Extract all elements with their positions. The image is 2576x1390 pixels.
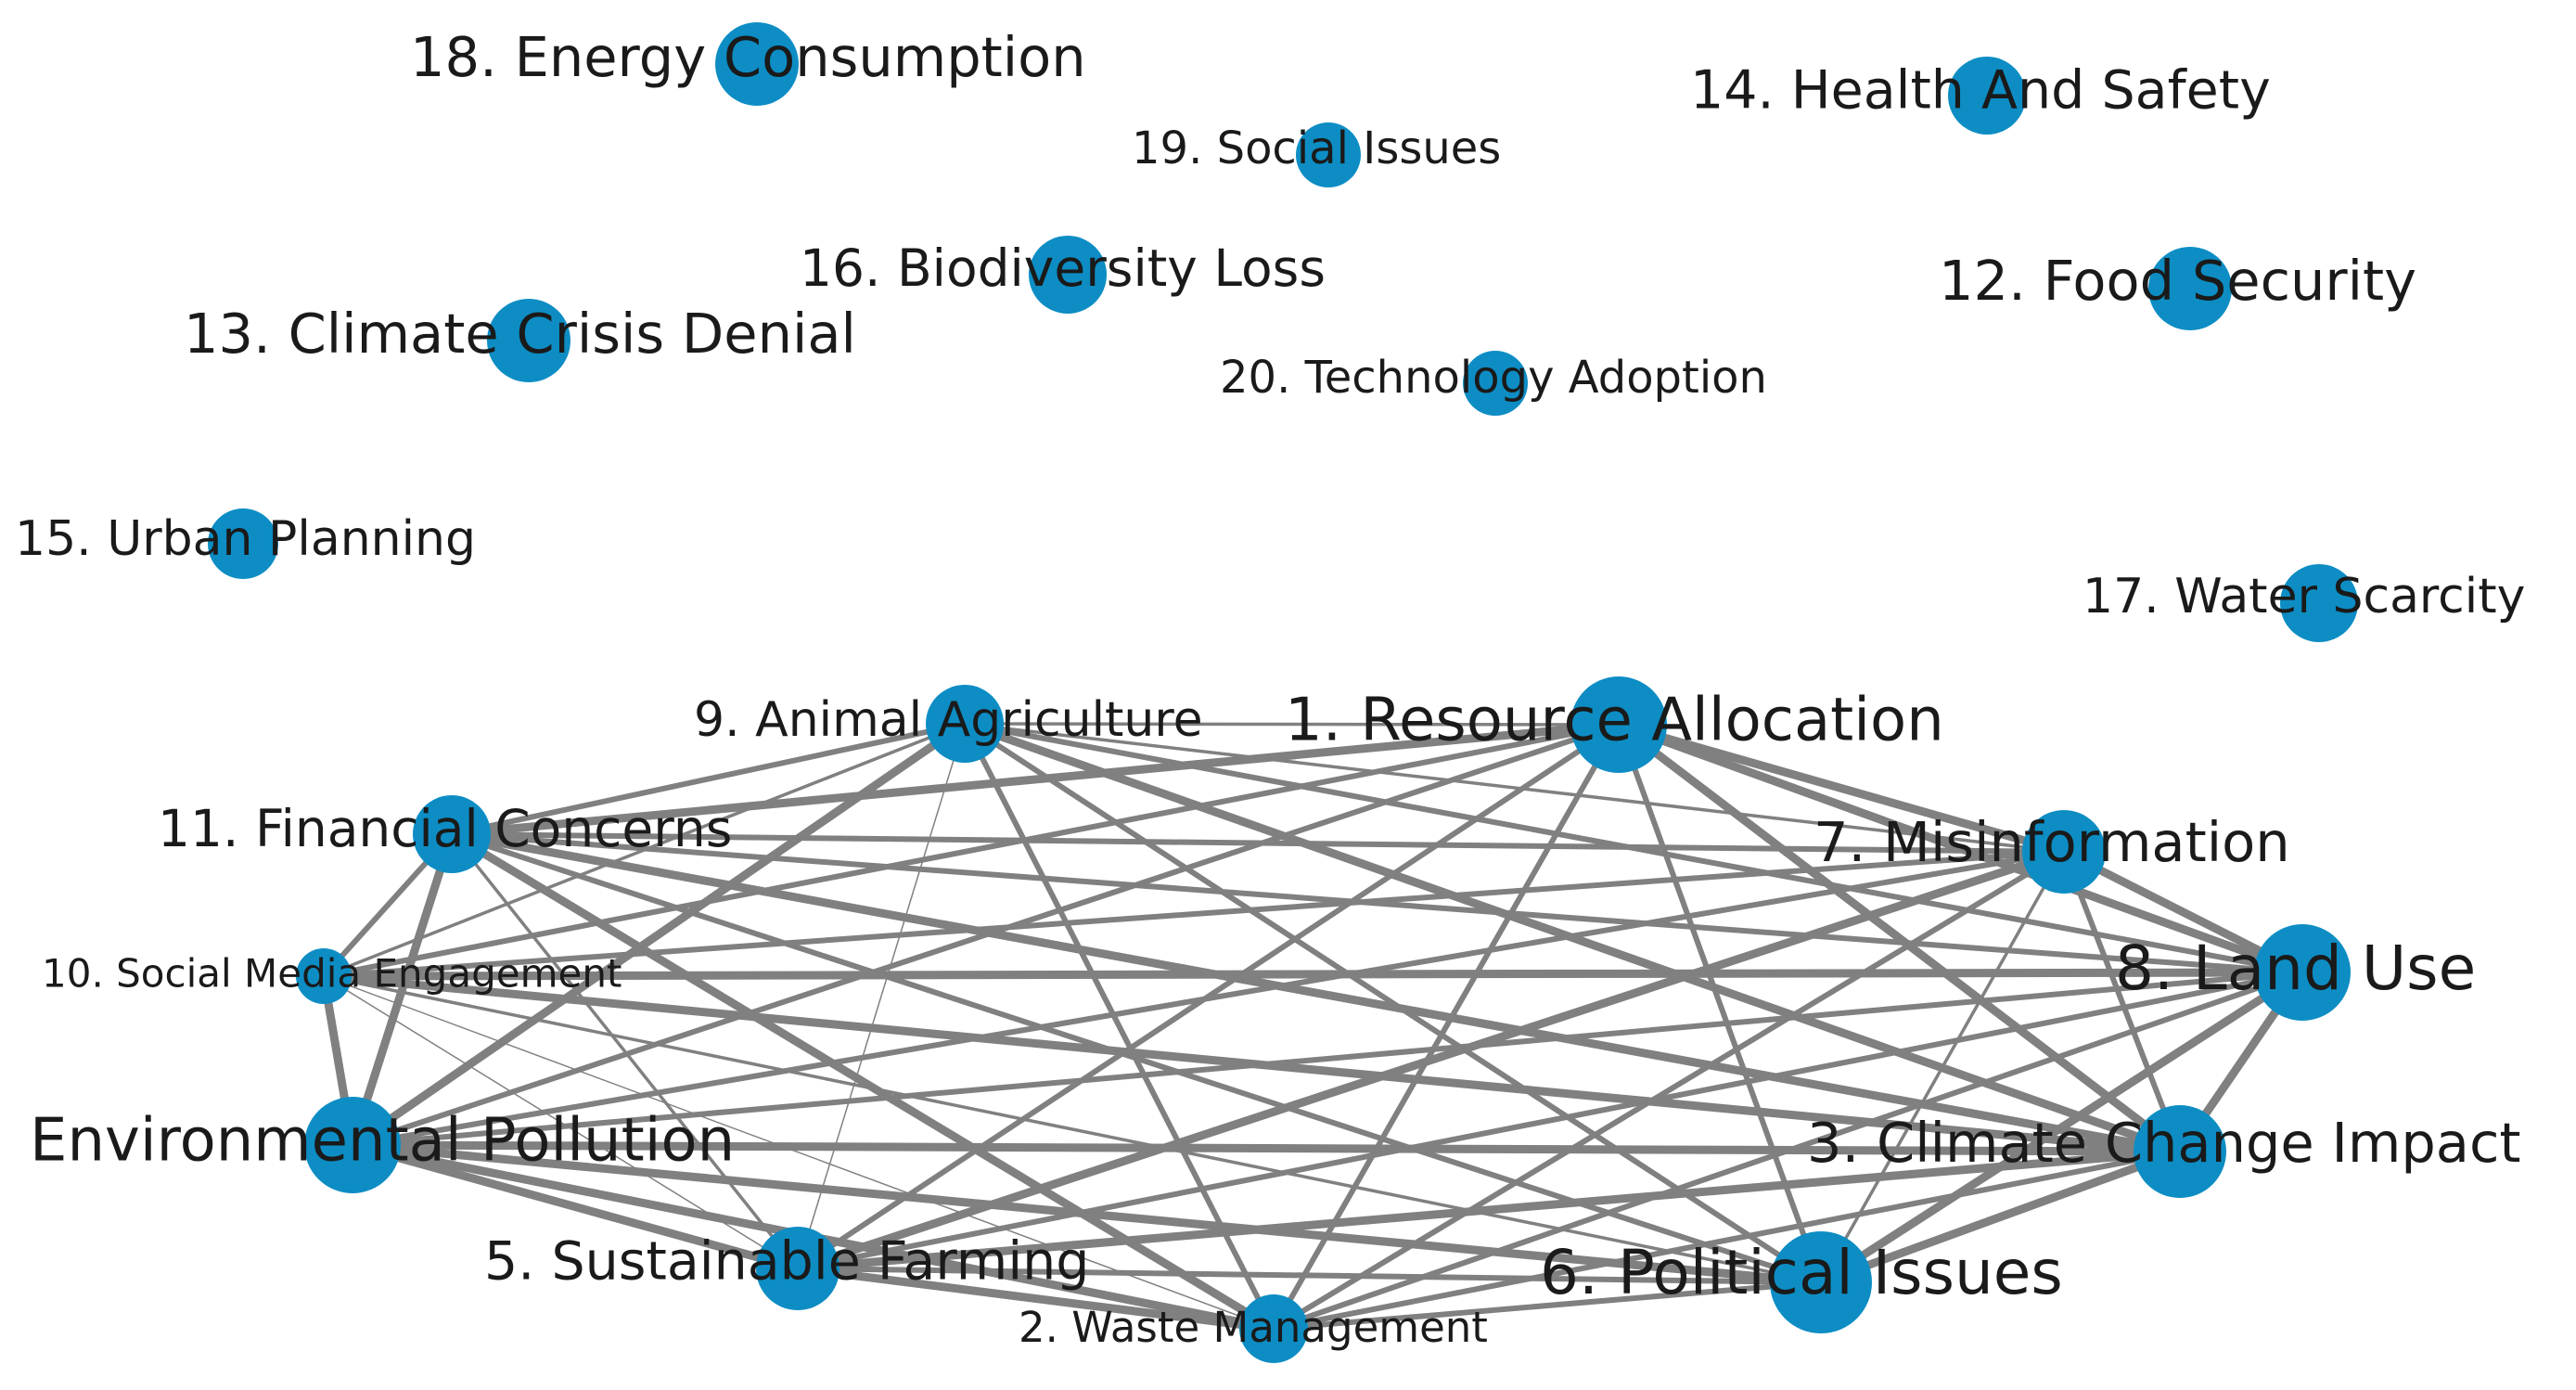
edge-4-5 — [348, 1140, 802, 1273]
node-15 — [208, 508, 278, 579]
edge-3-5 — [793, 1147, 2185, 1273]
node-8 — [2254, 924, 2351, 1021]
node-4 — [304, 1097, 401, 1193]
node-12 — [2148, 247, 2232, 330]
label-layer: 1. Resource Allocation 2. Waste Managemen… — [15, 25, 2525, 1352]
edge-6-11 — [449, 831, 1824, 1285]
node-13 — [487, 299, 570, 382]
node-label-14: 14. Health And Safety — [1690, 60, 2271, 122]
node-19 — [1296, 122, 1361, 187]
node-label-18: 18. Energy Consumption — [410, 25, 1086, 89]
node-1 — [1570, 676, 1667, 773]
edge-1-3 — [1614, 720, 2185, 1156]
node-label-11: 11. Financial Concerns — [158, 799, 732, 858]
node-2 — [1239, 1294, 1308, 1363]
edge-6-9 — [962, 721, 1824, 1285]
node-label-1: 1. Resource Allocation — [1285, 687, 1944, 755]
node-label-7: 7. Misinformation — [1813, 810, 2290, 874]
edge-5-9 — [797, 723, 966, 1269]
edge-1-11 — [447, 720, 1623, 839]
edge-1-2 — [1271, 722, 1621, 1332]
edge-5-8 — [795, 970, 2305, 1271]
node-17 — [2280, 564, 2358, 642]
edge-2-11 — [447, 830, 1278, 1333]
node-label-2: 2. Waste Management — [1019, 1303, 1488, 1352]
node-label-17: 17. Water Scarcity — [2083, 569, 2525, 624]
edge-2-6 — [1271, 1280, 1824, 1332]
node-label-5: 5. Sustainable Farming — [484, 1231, 1089, 1293]
edge-9-10 — [322, 722, 967, 978]
edge-5-7 — [793, 847, 2069, 1273]
node-7 — [2022, 810, 2106, 894]
edge-1-10 — [321, 722, 1621, 979]
node-layer — [208, 22, 2358, 1363]
edge-1-6 — [1616, 722, 1824, 1285]
node-label-19: 19. Social Issues — [1132, 122, 1501, 174]
edge-3-4 — [348, 1140, 2185, 1156]
edge-8-11 — [449, 831, 2305, 975]
edge-1-7 — [1614, 720, 2069, 856]
edge-4-11 — [348, 830, 456, 1150]
edge-2-3 — [1271, 1149, 2183, 1332]
node-label-3: 3. Climate Change Impact — [1807, 1111, 2521, 1175]
edge-4-9 — [348, 719, 969, 1150]
edge-6-10 — [322, 974, 1823, 1284]
node-label-6: 6. Political Issues — [1540, 1237, 2063, 1308]
edge-2-5 — [793, 1264, 1278, 1333]
edge-5-6 — [795, 1266, 1824, 1285]
node-label-12: 12. Food Security — [1939, 249, 2416, 313]
edge-5-11 — [450, 832, 800, 1270]
edge-3-6 — [1816, 1147, 2185, 1287]
node-label-4: Environmental Pollution — [30, 1107, 735, 1176]
edge-6-8 — [1816, 968, 2307, 1287]
node-label-13: 13. Climate Crisis Denial — [184, 302, 856, 366]
edge-3-11 — [447, 830, 2185, 1156]
edge-4-7 — [350, 849, 2067, 1148]
node-14 — [1948, 57, 2026, 135]
edge-7-9 — [963, 722, 2066, 854]
edge-8-10 — [319, 968, 2307, 981]
edge-5-10 — [323, 975, 799, 1269]
node-label-20: 20. Technology Adoption — [1220, 352, 1767, 404]
node-3 — [2134, 1105, 2226, 1198]
node-9 — [926, 685, 1004, 763]
node-label-8: 8. Land Use — [2115, 933, 2476, 1004]
node-label-15: 15. Urban Planning — [15, 511, 476, 567]
edge-8-9 — [962, 721, 2305, 975]
edge-9-11 — [449, 721, 968, 837]
edge-3-7 — [2061, 849, 2183, 1154]
node-18 — [715, 22, 799, 106]
edge-6-7 — [1819, 850, 2066, 1284]
node-10 — [296, 948, 352, 1004]
edge-7-11 — [449, 831, 2067, 855]
node-label-16: 16. Biodiversity Loss — [800, 238, 1326, 298]
node-label-9: 9. Animal Agriculture — [694, 692, 1203, 748]
node-5 — [756, 1227, 839, 1310]
edge-1-9 — [963, 722, 1621, 727]
node-16 — [1029, 236, 1107, 314]
node-11 — [413, 795, 491, 873]
node-20 — [1463, 351, 1528, 416]
edge-2-7 — [1271, 849, 2067, 1332]
node-label-10: 10. Social Media Engagement — [42, 951, 622, 997]
edge-layer — [319, 719, 2307, 1333]
node-6 — [1770, 1231, 1872, 1333]
